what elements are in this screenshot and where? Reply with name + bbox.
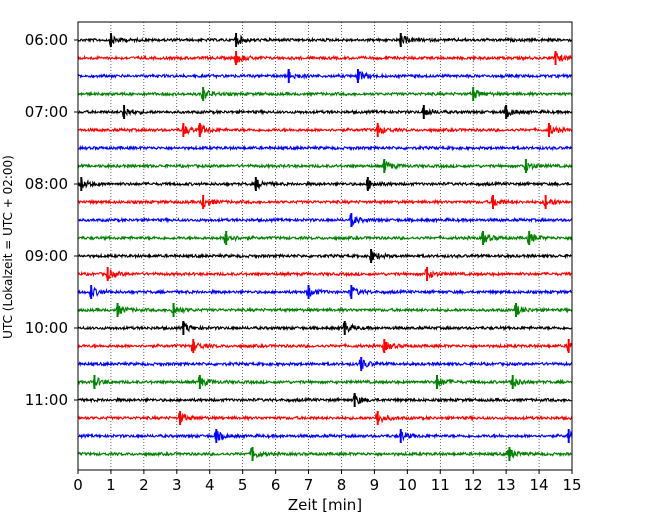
y-axis-label: UTC (Lokalzeit = UTC + 02:00): [1, 155, 15, 339]
x-tick-label: 13: [497, 476, 516, 494]
trace-1130: [77, 430, 573, 442]
trace-0745: [77, 160, 573, 172]
y-tick-label: 07:00: [25, 103, 68, 121]
x-tick-label: 0: [73, 476, 83, 494]
x-tick-label: 5: [238, 476, 248, 494]
plot-frame: [77, 21, 573, 471]
grid-lines: [110, 22, 540, 470]
trace-0915: [77, 268, 573, 280]
trace-0900: [77, 251, 573, 262]
trace-0700: [77, 106, 573, 118]
y-tick-label: 11:00: [25, 391, 68, 409]
y-tick-label: 08:00: [25, 175, 68, 193]
y-tick-label: 06:00: [25, 31, 68, 49]
x-tick-label: 1: [106, 476, 116, 494]
trace-0945: [77, 304, 573, 315]
y-axis-ticks: 06:00 07:00 08:00 09:00 10:00 11:00: [25, 31, 78, 409]
trace-1145: [77, 447, 573, 459]
trace-0600: [77, 34, 573, 48]
y-tick-label: 09:00: [25, 247, 68, 265]
trace-0830: [77, 214, 573, 227]
trace-1115: [77, 412, 573, 425]
trace-series: [77, 33, 573, 461]
x-tick-label: 15: [562, 476, 581, 494]
x-tick-label: 9: [370, 476, 380, 494]
trace-1030: [77, 359, 573, 371]
trace-0845: [77, 232, 573, 244]
x-tick-label: 7: [304, 476, 314, 494]
trace-0630: [77, 68, 573, 81]
trace-1045: [77, 376, 573, 388]
trace-1015: [77, 341, 573, 352]
trace-1100: [77, 393, 573, 405]
x-tick-label: 4: [205, 476, 215, 494]
trace-0815: [77, 196, 573, 208]
x-axis-ticks: 0 1 2 3 4 5 6 7 8 9 10 11 12 13 14 15: [73, 470, 582, 494]
trace-0615: [77, 52, 573, 64]
x-axis-label: Zeit [min]: [288, 496, 362, 514]
trace-0930: [77, 286, 573, 299]
x-tick-label: 8: [337, 476, 347, 494]
trace-1000: [77, 321, 573, 333]
x-tick-label: 11: [431, 476, 450, 494]
trace-0715: [77, 124, 573, 136]
x-tick-label: 2: [139, 476, 149, 494]
x-tick-label: 14: [530, 476, 549, 494]
x-tick-label: 3: [172, 476, 182, 494]
x-tick-label: 10: [398, 476, 417, 494]
y-tick-label: 10:00: [25, 319, 68, 337]
trace-0800: [77, 178, 573, 190]
trace-0645: [77, 89, 573, 99]
x-tick-label: 6: [271, 476, 281, 494]
x-tick-label: 12: [464, 476, 483, 494]
trace-0730: [77, 144, 573, 152]
